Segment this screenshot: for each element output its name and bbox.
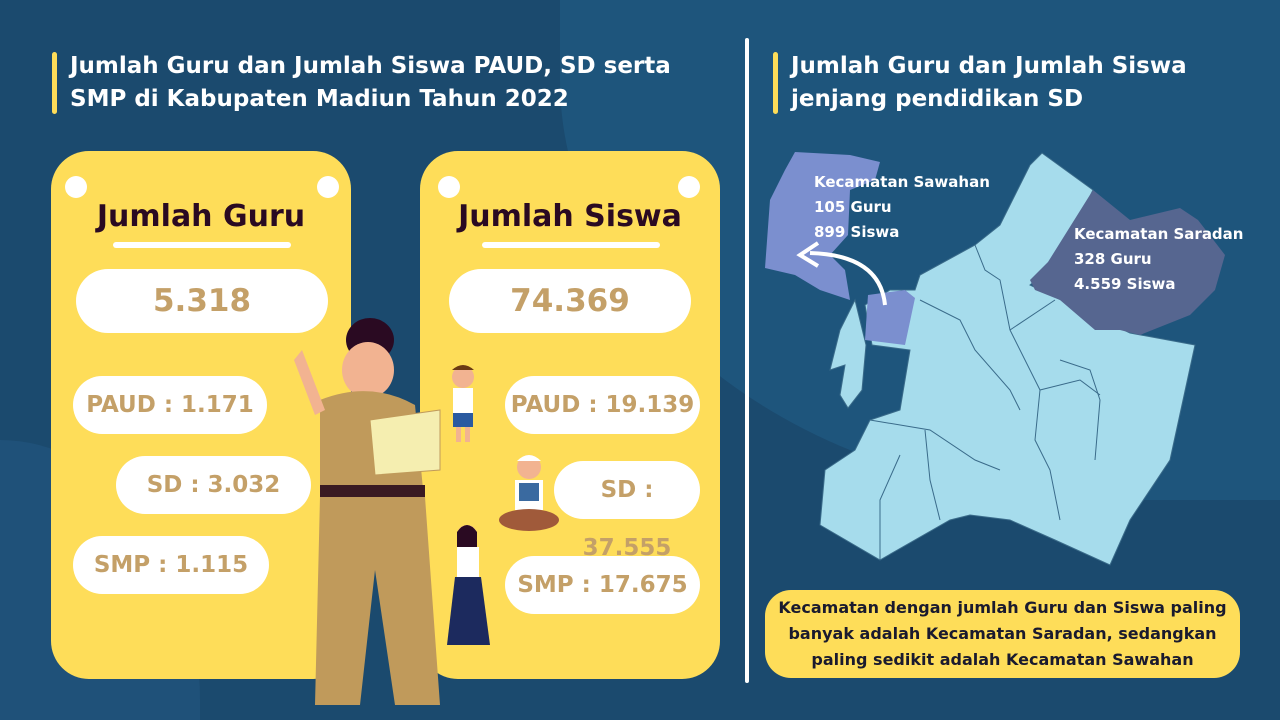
title-accent-bar [52, 52, 57, 114]
sawahan-siswa: 899 Siswa [814, 223, 900, 241]
card-hole [65, 176, 87, 198]
siswa-smp: SMP : 17.675 [505, 556, 700, 614]
sawahan-label: Kecamatan Sawahan 105 Guru 899 Siswa [814, 170, 990, 245]
divider [745, 38, 749, 683]
map-district-sawahan-west [765, 152, 880, 300]
heading-underline [482, 242, 660, 248]
student-paud-illustration [452, 365, 474, 442]
arrow-head-icon [796, 241, 820, 268]
map-district-main [819, 152, 1196, 566]
conclusion-box: Kecamatan dengan jumlah Guru dan Siswa p… [765, 590, 1240, 678]
guru-card: Jumlah Guru 5.318 PAUD : 1.171 SD : 3.03… [51, 151, 351, 679]
guru-smp: SMP : 1.115 [73, 536, 269, 594]
saradan-siswa: 4.559 Siswa [1074, 275, 1176, 293]
card-hole [438, 176, 460, 198]
saradan-label: Kecamatan Saradan 328 Guru 4.559 Siswa [1074, 222, 1243, 297]
student-sd-illustration [499, 455, 559, 531]
map-district-saradan [1030, 190, 1225, 335]
siswa-total: 74.369 [449, 269, 691, 333]
title-accent-bar [773, 52, 778, 114]
guru-total: 5.318 [76, 269, 328, 333]
student-smp-illustration [447, 525, 490, 645]
teacher-arm [294, 350, 325, 415]
book-icon [369, 409, 441, 476]
card-hole [317, 176, 339, 198]
saradan-guru: 328 Guru [1074, 250, 1152, 268]
siswa-paud: PAUD : 19.139 [505, 376, 700, 434]
left-title-text: Jumlah Guru dan Jumlah Siswa PAUD, SD se… [70, 53, 671, 112]
map-district-west [829, 298, 867, 409]
heading-underline [113, 242, 291, 248]
saradan-name: Kecamatan Saradan [1074, 225, 1244, 243]
guru-sd: SD : 3.032 [116, 456, 311, 514]
map-district-sawahan [865, 290, 915, 345]
guru-paud: PAUD : 1.171 [73, 376, 267, 434]
right-title: Jumlah Guru dan Jumlah Siswa jenjang pen… [773, 50, 1213, 116]
teacher-belt [320, 485, 425, 497]
sawahan-guru: 105 Guru [814, 198, 892, 216]
conclusion-text: Kecamatan dengan jumlah Guru dan Siswa p… [778, 598, 1227, 669]
teacher-illustration [294, 318, 441, 705]
map-district-borders [869, 244, 1101, 560]
left-title: Jumlah Guru dan Jumlah Siswa PAUD, SD se… [52, 50, 702, 116]
teacher-head [342, 342, 394, 398]
siswa-heading: Jumlah Siswa [458, 199, 682, 234]
card-hole [678, 176, 700, 198]
teacher-trousers [315, 497, 440, 705]
guru-heading: Jumlah Guru [96, 199, 306, 234]
arrow-icon [809, 251, 887, 306]
right-title-text: Jumlah Guru dan Jumlah Siswa jenjang pen… [791, 53, 1187, 112]
sawahan-name: Kecamatan Sawahan [814, 173, 990, 191]
